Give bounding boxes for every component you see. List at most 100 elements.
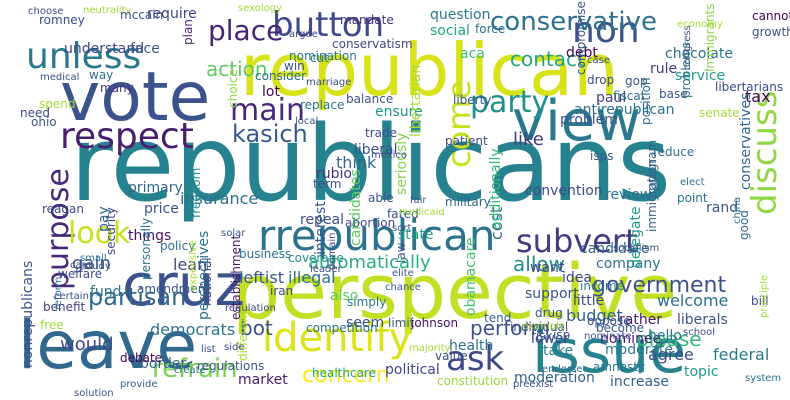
word-purpose: purpose	[41, 168, 76, 290]
word-moderate: moderate	[605, 342, 673, 358]
word-sexology: sexology	[238, 3, 282, 14]
word-bot: bot	[240, 316, 273, 340]
word-nominate: nominate	[584, 331, 632, 342]
word-constitution: constitution	[437, 374, 508, 388]
word-place: place	[208, 14, 283, 47]
word-concern: concern	[302, 363, 390, 388]
word-aca: aca	[460, 46, 485, 62]
word-agree: agree	[648, 345, 694, 364]
word-repeal: repeal	[300, 212, 344, 228]
word-allow: allow	[513, 252, 565, 276]
word-senate: senate	[699, 106, 740, 120]
word-moderation: moderation	[514, 370, 595, 386]
word-spend: spend	[39, 97, 75, 111]
word-endorse: endorse	[542, 364, 582, 375]
word-sort: sort	[392, 223, 411, 234]
word-rather: rather	[619, 312, 662, 328]
word-idea: idea	[562, 270, 592, 286]
word-seriously: seriously	[394, 133, 410, 195]
word-security: security	[104, 207, 118, 255]
word-social: social	[430, 23, 470, 39]
word-able: able	[368, 191, 394, 205]
word-congress: congress	[682, 25, 693, 70]
word-healthcare: healthcare	[312, 366, 376, 380]
word-conservatism: conservatism	[332, 37, 413, 51]
word-bill: bill	[751, 294, 769, 308]
word-drug: drug	[535, 306, 563, 320]
word-side: side	[224, 342, 245, 353]
word-immigrants: immigrants	[703, 3, 717, 72]
word-automatically: automatically	[308, 252, 431, 273]
word-gop: gop	[625, 74, 648, 88]
word-perform: perform	[470, 316, 550, 340]
word-cruz: cruz	[122, 251, 245, 319]
word-benefit: benefit	[43, 300, 86, 314]
word-point: point	[677, 191, 708, 205]
word-lean: lean	[173, 255, 207, 274]
word-elite: elite	[392, 268, 414, 279]
word-military: military	[445, 195, 491, 209]
word-government: government	[592, 273, 726, 298]
word-marriage: marriage	[306, 77, 351, 88]
word-mandate: mandate	[340, 13, 394, 27]
word-conservatives: conservatives	[738, 93, 754, 190]
word-gain: gain	[72, 253, 111, 274]
word-romney: romney	[39, 13, 85, 27]
word-little: little	[573, 293, 604, 309]
word-term: term	[313, 177, 342, 191]
word-chocolate: chocolate	[665, 46, 733, 62]
word-balance: balance	[346, 92, 393, 106]
word-isps: isps	[590, 149, 613, 163]
word-convention: convention	[525, 183, 603, 199]
word-coverage: coverage	[288, 251, 344, 265]
word-system: system	[745, 373, 781, 384]
word-partisan: partisan	[88, 283, 186, 311]
word-nonrepublicans: nonrepublicans	[20, 261, 36, 368]
word-lot: lot	[262, 84, 280, 100]
word-isp: isp	[553, 328, 570, 342]
word-obamacare: obamacare	[463, 237, 479, 316]
word-win: win	[284, 59, 305, 73]
word-liberty: liberty	[453, 93, 491, 107]
word-vote: vote	[60, 58, 210, 137]
word-case: case	[587, 55, 610, 66]
word-tax: tax	[745, 87, 771, 106]
word-main: main	[230, 93, 305, 128]
word-many: many	[100, 81, 134, 95]
word-example: example	[522, 321, 565, 332]
word-risk: risk	[531, 329, 553, 343]
word-things: things	[128, 228, 171, 244]
word-candidates: candidates	[348, 169, 364, 246]
word-identify: identify	[262, 315, 412, 361]
word-elect: elect	[680, 177, 705, 188]
word-conservative: conservative	[490, 7, 657, 37]
word-growth: growth	[752, 25, 790, 39]
word-action: action	[206, 57, 268, 81]
word-school: school	[683, 327, 715, 338]
word-like: like	[513, 129, 544, 150]
word-cost: cost	[487, 207, 506, 240]
word-subvert: subvert	[516, 222, 638, 260]
word-think: think	[336, 153, 377, 172]
word-issue: issue	[532, 317, 686, 387]
word-federal: federal	[713, 345, 769, 364]
word-amendment: amendment	[137, 282, 210, 296]
word-provide: provide	[120, 379, 158, 390]
word-primary: primary	[128, 180, 183, 196]
word-study: study	[83, 261, 111, 272]
word-personally: personally	[139, 218, 153, 280]
word-policy: policy	[160, 239, 195, 253]
word-debate: debate	[120, 351, 162, 365]
word-individual: individual	[510, 320, 568, 334]
word-state: state	[398, 227, 433, 243]
word-reform: reform	[53, 277, 64, 310]
word-additionally: additionally	[488, 148, 504, 230]
word-different: different	[236, 310, 250, 361]
word-republican: republican	[240, 28, 619, 112]
word-question: question	[430, 7, 490, 23]
word-liberals: liberals	[677, 312, 728, 328]
word-want: want	[530, 260, 565, 276]
word-nominee: nominee	[600, 331, 661, 347]
